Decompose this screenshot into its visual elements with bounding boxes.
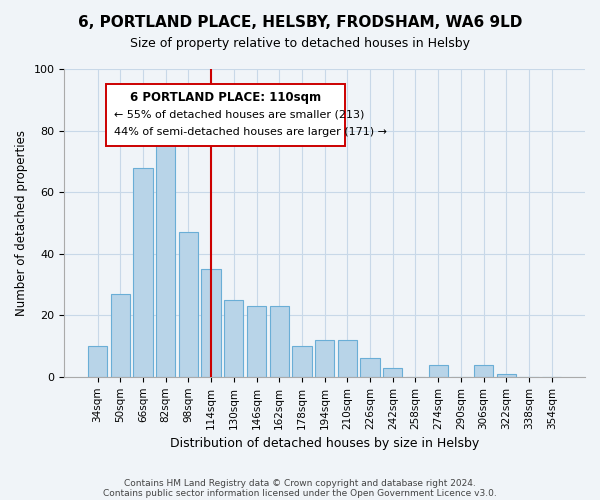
Bar [497, 374, 516, 377]
Bar [156, 136, 175, 377]
Y-axis label: Number of detached properties: Number of detached properties [15, 130, 28, 316]
Bar [269, 306, 289, 377]
Bar [110, 294, 130, 377]
Bar [133, 168, 152, 377]
Bar [428, 364, 448, 377]
Bar [361, 358, 380, 377]
Bar [247, 306, 266, 377]
Text: ← 55% of detached houses are smaller (213): ← 55% of detached houses are smaller (21… [114, 110, 364, 120]
Text: Contains public sector information licensed under the Open Government Licence v3: Contains public sector information licen… [103, 488, 497, 498]
Text: 44% of semi-detached houses are larger (171) →: 44% of semi-detached houses are larger (… [114, 127, 387, 137]
Bar [383, 368, 403, 377]
Bar [315, 340, 334, 377]
Bar [292, 346, 311, 377]
Bar [338, 340, 357, 377]
Text: 6 PORTLAND PLACE: 110sqm: 6 PORTLAND PLACE: 110sqm [130, 91, 321, 104]
Bar [88, 346, 107, 377]
Bar [202, 269, 221, 377]
Text: Contains HM Land Registry data © Crown copyright and database right 2024.: Contains HM Land Registry data © Crown c… [124, 478, 476, 488]
FancyBboxPatch shape [106, 84, 346, 146]
Bar [224, 300, 244, 377]
Bar [474, 364, 493, 377]
Text: 6, PORTLAND PLACE, HELSBY, FRODSHAM, WA6 9LD: 6, PORTLAND PLACE, HELSBY, FRODSHAM, WA6… [78, 15, 522, 30]
Text: Size of property relative to detached houses in Helsby: Size of property relative to detached ho… [130, 38, 470, 51]
X-axis label: Distribution of detached houses by size in Helsby: Distribution of detached houses by size … [170, 437, 479, 450]
Bar [179, 232, 198, 377]
